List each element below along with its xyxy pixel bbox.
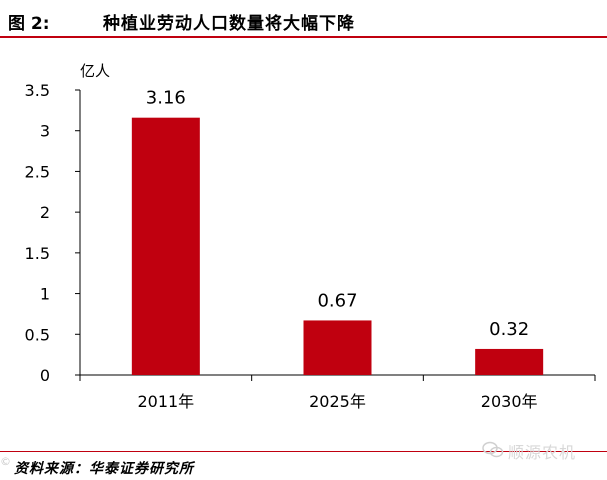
- data-label: 3.16: [146, 88, 186, 109]
- chart-title: 种植业劳动人口数量将大幅下降: [103, 14, 355, 34]
- header-divider: [0, 36, 607, 38]
- bar: [303, 320, 372, 375]
- bars-group: 3.16 0.67 0.32: [131, 88, 544, 375]
- y-axis-label: 亿人: [80, 62, 110, 80]
- y-tick-label: 1.5: [25, 244, 50, 263]
- figure-label: 图 2:: [8, 14, 50, 34]
- y-tick-label: 0: [40, 366, 50, 385]
- y-tick-label: 3.5: [25, 81, 50, 100]
- y-axis: 0 0.5 1 1.5 2 2.5 3 3.5: [25, 81, 81, 385]
- footer-divider: [0, 451, 607, 452]
- bar: [475, 348, 544, 375]
- figure-header: 图 2: 种植业劳动人口数量将大幅下降: [0, 0, 607, 38]
- data-label: 0.67: [317, 290, 357, 311]
- x-tick-label: 2025年: [309, 392, 366, 411]
- watermark-left: ©: [0, 455, 11, 468]
- y-tick-label: 1: [40, 285, 50, 304]
- y-tick-label: 2.5: [25, 162, 50, 181]
- x-tick-label: 2011年: [137, 392, 194, 411]
- x-axis: 2011年 2025年 2030年: [79, 374, 596, 411]
- source-note: 资料来源：华泰证券研究所: [14, 461, 194, 477]
- wechat-icon: [482, 441, 504, 458]
- y-tick-label: 2: [40, 203, 50, 222]
- bar: [131, 117, 200, 375]
- y-tick-label: 0.5: [25, 325, 50, 344]
- watermark-text: 顺源农机: [508, 443, 577, 462]
- x-tick-label: 2030年: [481, 392, 538, 411]
- y-tick-label: 3: [40, 122, 50, 141]
- data-label: 0.32: [489, 319, 529, 340]
- bar-chart: 0 0.5 1 1.5 2 2.5 3 3.5 2011年 2025年 2030年 3.16 0.6…: [25, 62, 596, 411]
